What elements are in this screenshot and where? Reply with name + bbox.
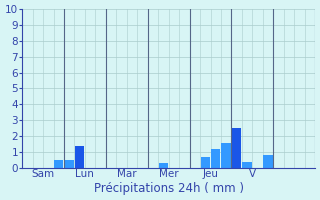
- Bar: [201, 157, 210, 168]
- Bar: [54, 160, 63, 168]
- Bar: [211, 149, 220, 168]
- Bar: [263, 155, 273, 168]
- Bar: [232, 128, 241, 168]
- Bar: [243, 162, 252, 168]
- X-axis label: Précipitations 24h ( mm ): Précipitations 24h ( mm ): [94, 182, 244, 195]
- Bar: [221, 143, 231, 168]
- Bar: [159, 163, 168, 168]
- Bar: [75, 146, 84, 168]
- Bar: [65, 160, 74, 168]
